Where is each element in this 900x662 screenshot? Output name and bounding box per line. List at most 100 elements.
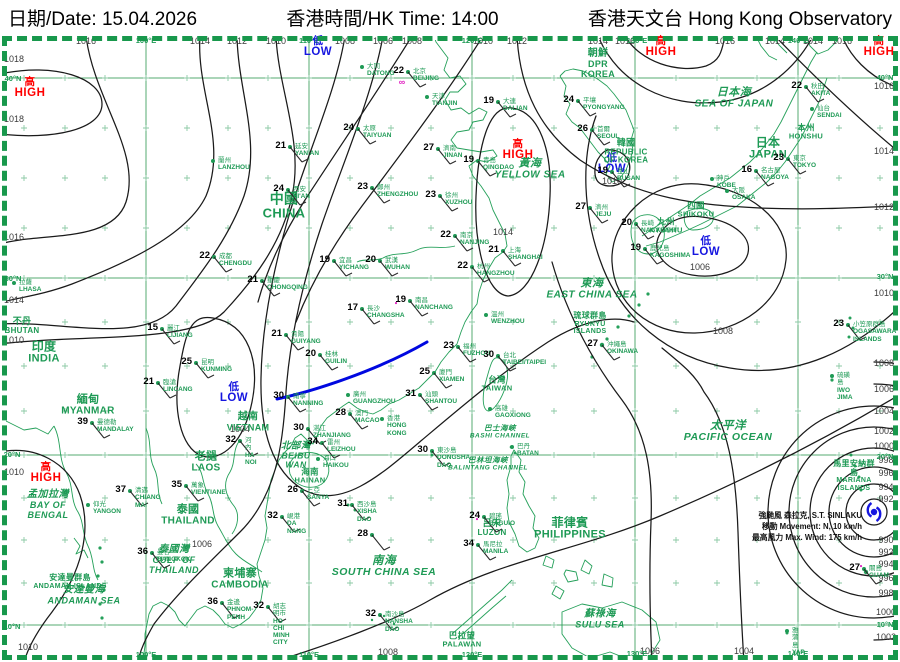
isobar-path <box>552 262 652 662</box>
station-name: 麗江 LIJIANG <box>167 325 193 340</box>
isobar-value-label: 998 <box>878 455 894 466</box>
coastline <box>0 418 54 434</box>
wind-barb-icon <box>471 266 491 283</box>
region-label: 本州 HONSHU <box>788 122 824 141</box>
isobar-value-label: 990 <box>878 535 894 546</box>
station-name: 南沙島 NANSHA DAO <box>385 611 413 633</box>
pressure-system-high: 高 HIGH <box>645 34 677 58</box>
wind-barb-icon <box>439 195 459 212</box>
station-name: 金邊 PHNOM-PENH <box>227 599 254 621</box>
station-dot <box>346 393 350 397</box>
isobar-value-label: 1012 <box>226 36 248 47</box>
isobar-path <box>286 398 894 658</box>
wind-barb-icon <box>635 223 655 240</box>
pressure-system-high: 高 HIGH <box>502 137 534 161</box>
station-name: 南京 NANJING <box>460 232 490 247</box>
region-label: 巴拉望 PALAWAN <box>442 630 482 649</box>
station-temperature: 26 <box>287 483 298 495</box>
isobar-path <box>775 36 894 148</box>
isobar-value-label: 1014 <box>873 146 895 157</box>
station-dot <box>12 281 16 285</box>
wind-barb-icon <box>289 146 309 163</box>
wind-barb-icon <box>431 450 451 467</box>
wind-barb-icon <box>591 129 611 146</box>
isobar-value-label: 998 <box>878 588 894 599</box>
isobar-value-label: 1012 <box>873 202 895 213</box>
grid-coordinate-label: 30°N <box>876 271 894 281</box>
station-dot <box>830 374 834 378</box>
weather-symbol: ● <box>475 516 479 523</box>
station-name: 大阪 OSAKA <box>732 187 756 202</box>
station-dot <box>484 313 488 317</box>
station-name: 鹿兒島 KAGOSHIMA <box>650 245 691 260</box>
station-dot <box>510 445 514 449</box>
station-name: 西沙島 XISHA DAO <box>357 501 377 523</box>
observatory-label: 香港天文台 Hong Kong Observatory <box>587 9 892 30</box>
wind-barb-icon <box>477 160 497 177</box>
station-temperature: 34 <box>463 537 474 549</box>
station-temperature: 24 <box>343 121 354 133</box>
wind-barb-icon <box>483 516 503 533</box>
region-label: 呂宋 LUZON <box>477 517 507 537</box>
station-name: 曼谷 BANGKOK <box>157 549 191 564</box>
wind-barb-icon <box>409 300 429 317</box>
wind-barb-icon <box>161 328 181 345</box>
region-label: 朝鮮 DPR KOREA <box>580 47 616 79</box>
station-dot <box>316 457 320 461</box>
station-temperature: 23 <box>357 180 368 192</box>
isobar-value-label: 1014 <box>802 36 824 47</box>
wind-barb-icon <box>805 86 825 103</box>
grid-coordinate-label: 130°E <box>626 35 648 45</box>
wind-barb-icon <box>379 614 399 631</box>
isobar-value-label: 1000 <box>875 607 897 618</box>
isobar-value-label: 1016 <box>75 36 97 47</box>
station-temperature: 32 <box>365 607 376 619</box>
station-name: 宜昌 YICHANG <box>339 257 369 272</box>
station-temperature: 19 <box>483 94 494 106</box>
isobar-path <box>598 36 813 103</box>
region-label: 九州 KYUSHU <box>649 216 683 235</box>
wind-barb-icon <box>644 248 664 265</box>
station-name: 杭州 HANGZHOU <box>477 263 515 278</box>
station-name: 胡志明市 HO CHI MINH CITY <box>273 603 290 647</box>
station-name: 臨滄 LINCANG <box>163 379 193 394</box>
station-temperature: 28 <box>335 406 346 418</box>
sea-label: 太平洋 PACIFIC OCEAN <box>683 420 773 444</box>
wind-barb-icon <box>333 260 353 277</box>
station-temperature: 31 <box>337 497 348 509</box>
station-temperature: 16 <box>741 163 752 175</box>
station-temperature: 23 <box>443 339 454 351</box>
wind-barb-icon <box>351 504 371 521</box>
isobar-path <box>586 116 894 370</box>
station-temperature: 32 <box>253 599 264 611</box>
isobar-value-label: 1006 <box>372 36 394 47</box>
station-name: 濟州 JEJU <box>595 204 612 219</box>
station-name: 硫磺島 IWO JIMA <box>837 372 853 401</box>
grid-coordinate-label: 140°E <box>787 35 809 45</box>
isobar-value-label: 1010 <box>3 467 25 478</box>
station-temperature: 36 <box>137 545 148 557</box>
station-name: 西安 XI'AN <box>293 186 311 201</box>
pressure-system-high: 高 HIGH <box>30 460 62 484</box>
station-name: 海口 HAIKOU <box>323 455 349 470</box>
isobar-path <box>612 184 786 333</box>
isobar-value-label: 1004 <box>733 646 755 657</box>
sea-label: 巴士海峽 BASHI CHANNEL <box>469 423 531 440</box>
sea-label: 蘇祿海 SULU SEA <box>575 608 625 630</box>
station-temperature: 30 <box>483 348 494 360</box>
station-name: 釜山 BUSAN <box>617 168 641 183</box>
wind-barb-icon <box>157 382 177 399</box>
weather-symbol: ● <box>859 563 863 570</box>
chart-header: 日期/Date: 15.04.2026 香港時間/HK Time: 14:00 … <box>0 0 900 35</box>
region-label: 泰國 THAILAND <box>161 503 215 527</box>
wind-barb-icon <box>371 187 391 204</box>
isobar-path <box>296 36 483 322</box>
isobar-path <box>0 450 85 662</box>
station-temperature: 25 <box>419 365 430 377</box>
station-name: 清邁 CHIANG MAI <box>135 487 161 509</box>
region-label: 越南 VIETNAM <box>226 411 270 433</box>
grid-coordinate-label: 100°E <box>135 35 157 45</box>
station-temperature: 24 <box>273 182 284 194</box>
isobar-path <box>657 216 749 276</box>
